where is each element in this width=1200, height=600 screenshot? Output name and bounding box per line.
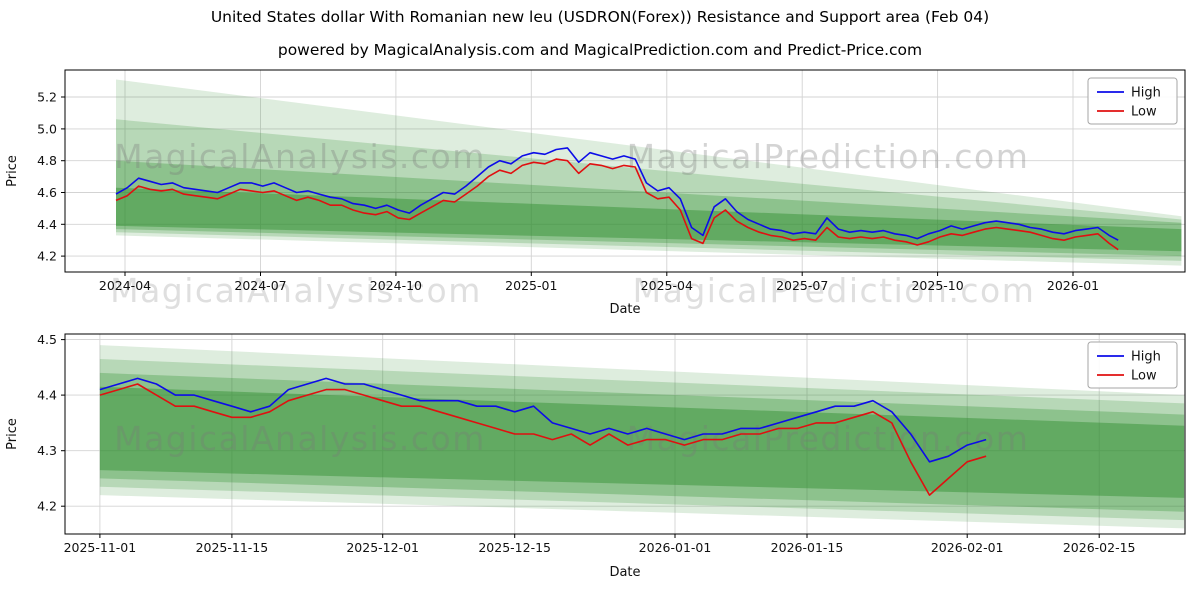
- x-tick-label: 2026-01-01: [639, 540, 712, 555]
- y-tick-label: 4.2: [37, 249, 57, 264]
- y-tick-label: 4.4: [37, 217, 57, 232]
- legend-label: High: [1131, 350, 1161, 365]
- legend-label: Low: [1131, 105, 1157, 120]
- y-tick-label: 4.3: [37, 443, 57, 458]
- x-tick-label: 2025-11-15: [196, 540, 269, 555]
- legend-box: [1087, 77, 1178, 125]
- watermark-text: MagicalAnalysis.com: [114, 137, 486, 176]
- x-tick-label: 2026-02-01: [931, 540, 1004, 555]
- watermark-text: MagicalAnalysis.com: [114, 419, 486, 458]
- x-tick-label: 2024-04: [99, 278, 151, 293]
- legend-label: Low: [1131, 369, 1157, 384]
- y-tick-label: 5.2: [37, 90, 57, 105]
- series-low-line: [115, 158, 1119, 251]
- y-tick-label: 4.2: [37, 499, 57, 514]
- figure-subtitle: powered by MagicalAnalysis.com and Magic…: [277, 41, 923, 59]
- figure-title: United States dollar With Romanian new l…: [210, 8, 990, 26]
- legend-label: High: [1131, 86, 1161, 101]
- support-resistance-band: [116, 187, 1182, 252]
- y-tick-label: 4.4: [37, 388, 57, 403]
- series-high-line: [99, 377, 987, 463]
- y-tick-label: 5.0: [37, 121, 57, 136]
- x-axis-label: Date: [609, 302, 640, 317]
- x-tick-label: 2024-07: [234, 278, 286, 293]
- x-tick-label: 2026-01-15: [771, 540, 844, 555]
- support-resistance-band: [116, 119, 1182, 261]
- plot-frame: [64, 69, 1186, 273]
- watermark-text: MagicalAnalysis.com: [110, 271, 482, 310]
- y-axis-label: Price: [5, 155, 20, 187]
- x-tick-label: 2024-10: [370, 278, 422, 293]
- x-tick-label: 2026-01: [1047, 278, 1099, 293]
- series-low-line: [99, 383, 987, 496]
- y-axis-label: Price: [5, 418, 20, 450]
- plot-frame: [64, 333, 1186, 535]
- x-tick-label: 2025-12-01: [346, 540, 419, 555]
- y-tick-label: 4.5: [37, 332, 57, 347]
- series-high-line: [115, 147, 1119, 241]
- x-tick-label: 2025-11-01: [64, 540, 137, 555]
- support-resistance-band: [99, 359, 1185, 521]
- x-tick-label: 2025-04: [641, 278, 693, 293]
- x-tick-label: 2025-07: [776, 278, 828, 293]
- x-axis-label: Date: [609, 565, 640, 580]
- support-resistance-band: [99, 372, 1185, 512]
- watermark-text: MagicalPrediction.com: [627, 419, 1030, 458]
- y-tick-label: 4.8: [37, 153, 57, 168]
- price-chart-short-term: MagicalAnalysis.com MagicalPrediction.com…: [5, 332, 1186, 580]
- support-resistance-band: [116, 160, 1182, 257]
- x-tick-label: 2025-12-15: [478, 540, 551, 555]
- y-tick-label: 4.6: [37, 185, 57, 200]
- legend-box: [1087, 341, 1178, 389]
- support-resistance-band: [116, 79, 1182, 266]
- watermark-text: MagicalPrediction.com: [633, 271, 1036, 310]
- watermark-text: MagicalPrediction.com: [627, 137, 1030, 176]
- x-tick-label: 2026-02-15: [1063, 540, 1136, 555]
- support-resistance-band: [99, 345, 1185, 529]
- x-tick-label: 2025-01: [505, 278, 557, 293]
- x-tick-label: 2025-10: [911, 278, 963, 293]
- price-chart-long-term: MagicalAnalysis.com MagicalPrediction.com…: [5, 69, 1186, 317]
- support-resistance-band: [99, 386, 1185, 498]
